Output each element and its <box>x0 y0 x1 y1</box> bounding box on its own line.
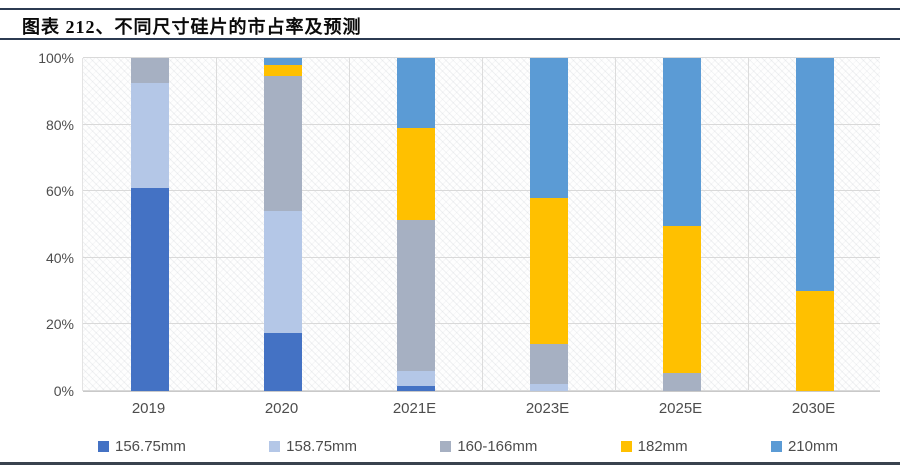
legend-swatch-icon <box>269 441 281 452</box>
bar-segment-156.75mm <box>130 187 169 391</box>
y-tick-label: 20% <box>45 316 74 333</box>
y-tick-label: 60% <box>45 183 74 200</box>
legend-label: 182mm <box>637 438 688 455</box>
gridline-h <box>83 323 880 325</box>
gridline-h <box>83 57 880 58</box>
gridline-v <box>748 58 749 391</box>
stacked-bar-2025E <box>662 58 701 391</box>
gridline-v <box>349 58 350 391</box>
bar-segment-210mm <box>662 58 701 227</box>
y-tick-label: 100% <box>38 50 74 66</box>
stacked-bar-2020 <box>263 58 302 391</box>
top-divider <box>0 8 900 10</box>
bar-segment-158.75mm <box>396 371 435 387</box>
legend-swatch-icon <box>98 441 109 452</box>
gridline-h <box>83 256 880 258</box>
bar-segment-182mm <box>396 127 435 220</box>
gridline-h <box>83 123 880 125</box>
stacked-bar-2030E <box>795 58 834 391</box>
legend-label: 156.75mm <box>115 438 186 455</box>
legend-item-182mm: 182mm <box>620 438 688 455</box>
bar-segment-182mm <box>529 197 568 345</box>
bar-segment-158.75mm <box>130 82 169 188</box>
x-axis-line <box>83 391 880 392</box>
gridline-h <box>83 390 880 391</box>
bar-segment-182mm <box>795 291 834 391</box>
legend-label: 160-166mm <box>457 438 538 455</box>
x-tick-label-2019: 2019 <box>131 400 166 417</box>
bar-segment-158.75mm <box>529 384 568 391</box>
bar-segment-156.75mm <box>263 332 302 391</box>
chart-title: 图表 212、不同尺寸硅片的市占率及预测 <box>22 17 362 37</box>
bar-segment-210mm <box>263 58 302 65</box>
x-tick-label-2025E: 2025E <box>658 400 703 417</box>
x-tick-label-2030E: 2030E <box>791 400 836 417</box>
legend-item-158.75mm: 158.75mm <box>269 438 357 455</box>
stacked-bar-2023E <box>529 58 568 391</box>
legend-swatch-icon <box>440 441 452 452</box>
bar-segment-160-166mm <box>130 58 169 83</box>
gridline-v <box>615 58 616 391</box>
legend-item-160-166mm: 160-166mm <box>440 438 537 455</box>
legend-item-210mm: 210mm <box>770 438 838 455</box>
legend-label: 210mm <box>787 438 838 455</box>
legend-label: 158.75mm <box>286 438 358 455</box>
bar-segment-160-166mm <box>662 372 701 391</box>
bottom-divider <box>0 462 900 465</box>
bar-segment-182mm <box>263 64 302 77</box>
bar-segment-158.75mm <box>263 211 302 333</box>
x-tick-label-2023E: 2023E <box>525 400 570 417</box>
bar-segment-210mm <box>529 58 568 198</box>
bar-segment-160-166mm <box>396 219 435 372</box>
y-tick-label: 40% <box>45 249 74 266</box>
plot-area <box>82 57 880 392</box>
y-tick-label: 0% <box>53 383 74 399</box>
y-tick-label: 80% <box>45 116 74 133</box>
x-tick-label-2021E: 2021E <box>392 400 437 417</box>
x-tick-label-2020: 2020 <box>264 400 299 417</box>
legend-swatch-icon <box>620 441 632 452</box>
gridline-v <box>482 58 483 391</box>
legend-item-156.75mm: 156.75mm <box>98 438 186 455</box>
bar-segment-160-166mm <box>529 344 568 385</box>
stacked-bar-2019 <box>130 58 169 391</box>
chart-legend: 156.75mm 158.75mm 160-166mm 182mm 210mm <box>98 438 838 455</box>
bar-segment-210mm <box>795 58 834 292</box>
stacked-bar-2021E <box>396 58 435 391</box>
legend-swatch-icon <box>770 441 782 452</box>
title-underline-divider <box>0 38 900 40</box>
bar-segment-160-166mm <box>263 76 302 212</box>
bar-segment-156.75mm <box>396 386 435 391</box>
bar-segment-210mm <box>396 58 435 128</box>
gridline-v <box>216 58 217 391</box>
gridline-h <box>83 190 880 192</box>
bar-segment-182mm <box>662 226 701 373</box>
